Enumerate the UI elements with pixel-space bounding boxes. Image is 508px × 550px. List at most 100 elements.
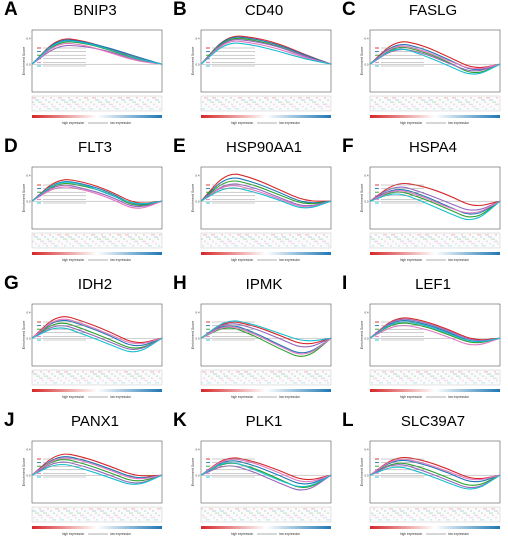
x-label-high: high expression <box>400 121 423 125</box>
series-line-6 <box>200 187 332 209</box>
hits-band <box>369 369 501 386</box>
series-line-4 <box>200 323 332 348</box>
series-line-5 <box>369 325 501 346</box>
y-axis-label: Enrichment Score <box>22 458 26 487</box>
y-tick-label: 0.4 <box>195 311 200 315</box>
series-line-3 <box>200 180 332 205</box>
plot-frame <box>369 440 501 504</box>
y-axis-label: Enrichment Score <box>360 321 364 350</box>
rank-gradient-bar <box>201 115 331 118</box>
x-label-low: low expression <box>448 258 469 262</box>
series-line-4 <box>369 186 501 211</box>
series-line-2 <box>200 177 332 204</box>
series-line-6 <box>200 320 332 342</box>
panel-gene-title: HSP90AA1 <box>226 139 302 156</box>
x-label-high: high expression <box>62 258 85 262</box>
enrichment-plot: Enrichment Score 0.0 0.4 high expression low… <box>191 29 332 125</box>
enrichment-plot: Enrichment Score 0.0 0.4 high expression low… <box>22 166 163 262</box>
y-tick-label: 0.4 <box>195 448 200 452</box>
y-tick-label: 0.0 <box>195 62 200 66</box>
series-line-5 <box>200 40 332 65</box>
rank-gradient-bar <box>370 389 500 392</box>
x-label-high: high expression <box>62 532 85 536</box>
plot-frame <box>200 29 332 93</box>
panel-letter: F <box>342 136 354 157</box>
rank-gradient-bar <box>370 526 500 529</box>
series-line-1 <box>31 453 163 477</box>
series-line-5 <box>369 458 501 481</box>
hits-band <box>31 232 163 249</box>
y-axis-label: Enrichment Score <box>360 184 364 213</box>
panel-gene-title: SLC39A7 <box>400 413 466 430</box>
panel-gene-title: IDH2 <box>77 276 113 293</box>
series-line-5 <box>369 45 501 70</box>
panel-i: I LEF1 Enrichment Score 0.0 0.4 high expressi… <box>338 274 507 411</box>
panel-b: B CD40 Enrichment Score 0.0 0.4 high expressi… <box>169 0 338 137</box>
plot-frame <box>369 166 501 230</box>
y-tick-label: 0.0 <box>26 62 31 66</box>
rank-gradient-bar <box>370 115 500 118</box>
plot-frame <box>31 29 163 93</box>
series-line-3 <box>200 327 332 357</box>
panel-letter: J <box>4 410 15 431</box>
rank-gradient-bar <box>201 252 331 255</box>
panel-letter: A <box>4 0 18 20</box>
y-tick-label: 0.0 <box>195 473 200 477</box>
panel-g: G IDH2 Enrichment Score 0.0 0.4 high expressi… <box>0 274 169 411</box>
hits-band <box>31 369 163 386</box>
series-line-6 <box>200 42 332 65</box>
x-label-high: high expression <box>400 395 423 399</box>
x-label-low: low expression <box>110 258 131 262</box>
plot-frame <box>369 29 501 93</box>
x-label-low: low expression <box>279 258 300 262</box>
y-tick-label: 0.4 <box>26 448 31 452</box>
enrichment-plot: Enrichment Score 0.0 0.4 high expression low… <box>191 166 332 262</box>
enrichment-plot: Enrichment Score 0.0 0.4 high expression low… <box>22 303 163 399</box>
enrichment-plot: Enrichment Score 0.0 0.4 high expression low… <box>360 166 501 262</box>
enrichment-plot: Enrichment Score 0.0 0.4 high expression low… <box>360 440 501 536</box>
plot-frame <box>200 440 332 504</box>
y-tick-label: 0.0 <box>26 473 31 477</box>
x-label-low: low expression <box>110 395 131 399</box>
y-tick-label: 0.4 <box>364 174 369 178</box>
x-label-high: high expression <box>400 258 423 262</box>
y-tick-label: 0.4 <box>26 37 31 41</box>
panel-letter: K <box>173 410 187 431</box>
rank-gradient-bar <box>32 389 162 392</box>
y-tick-label: 0.4 <box>26 174 31 178</box>
series-line-5 <box>31 457 163 480</box>
y-axis-label: Enrichment Score <box>191 321 195 350</box>
y-axis-label: Enrichment Score <box>22 184 26 213</box>
y-tick-label: 0.0 <box>364 473 369 477</box>
y-tick-label: 0.4 <box>26 311 31 315</box>
enrichment-plot: Enrichment Score 0.0 0.4 high expression low… <box>22 440 163 536</box>
series-line-5 <box>369 190 501 214</box>
panel-gene-title: LEF1 <box>415 276 451 293</box>
rank-gradient-bar <box>201 526 331 529</box>
y-tick-label: 0.0 <box>26 336 31 340</box>
enrichment-plot: Enrichment Score 0.0 0.4 high expression low… <box>360 303 501 399</box>
plot-frame <box>200 166 332 230</box>
y-tick-label: 0.4 <box>364 448 369 452</box>
panel-letter: H <box>173 273 187 294</box>
series-line-1 <box>200 457 332 481</box>
series-line-1 <box>369 41 501 69</box>
series-line-1 <box>369 182 501 207</box>
series-line-4 <box>31 325 163 350</box>
hits-band <box>369 95 501 112</box>
panel-k: K PLK1 Enrichment Score 0.0 0.4 high expressi… <box>169 411 338 548</box>
plot-frame <box>200 303 332 367</box>
x-label-high: high expression <box>62 395 85 399</box>
panel-gene-title: FASLG <box>408 2 458 19</box>
panel-gene-title: HSPA4 <box>408 139 458 156</box>
x-label-high: high expression <box>62 121 85 125</box>
y-tick-label: 0.0 <box>26 199 31 203</box>
panel-letter: G <box>4 273 19 294</box>
series-line-2 <box>31 456 163 479</box>
series-line-6 <box>200 462 332 488</box>
series-line-6 <box>31 40 163 65</box>
hits-band <box>200 232 332 249</box>
series-line-5 <box>200 326 332 355</box>
panel-letter: L <box>342 410 354 431</box>
panel-gene-title: PLK1 <box>245 413 283 430</box>
